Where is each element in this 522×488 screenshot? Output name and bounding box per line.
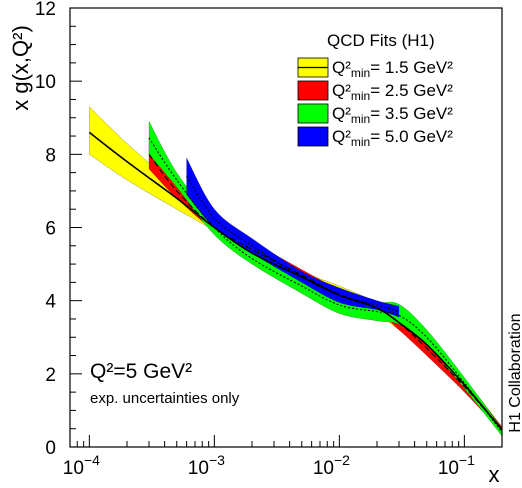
y-axis-ticks: 0 2 4 6 8 10 12 <box>35 0 82 459</box>
legend-swatch <box>297 80 329 101</box>
legend-label: Q²min= 1.5 GeV² <box>332 58 453 80</box>
uncertainty-note: exp. uncertainties only <box>90 390 240 407</box>
central-curves <box>88 131 503 433</box>
central-curve-2 <box>148 153 503 431</box>
legend-swatch <box>297 103 329 124</box>
x-axis-ticks: 10−4 10−3 10−2 10−1 <box>63 435 503 479</box>
y-tick-label: 6 <box>45 219 56 240</box>
y-tick-label: 12 <box>35 0 56 20</box>
x-tick-label: 10−3 <box>188 452 225 479</box>
legend-title: QCD Fits (H1) <box>327 31 435 50</box>
y-tick-label: 4 <box>45 292 56 313</box>
x-tick-label: 10−2 <box>313 452 350 479</box>
x-tick-label: 10−1 <box>438 452 475 479</box>
y-tick-label: 8 <box>45 145 56 166</box>
uncertainty-bands <box>89 106 503 437</box>
x-tick-label: 10−4 <box>63 452 100 479</box>
legend-label: Q²min= 3.5 GeV² <box>332 104 453 126</box>
band-q2min-3p5 <box>148 121 503 437</box>
central-curve-4 <box>186 175 400 313</box>
central-curve-3 <box>148 137 503 433</box>
legend-swatch <box>297 126 329 147</box>
scale-annotation: Q²=5 GeV² <box>90 360 192 383</box>
central-curve-1 <box>88 131 503 431</box>
collaboration-label: H1 Collaboration <box>507 313 522 432</box>
legend-label: Q²min= 5.0 GeV² <box>332 127 453 149</box>
y-tick-label: 2 <box>45 365 56 386</box>
y-tick-label: 10 <box>35 72 56 93</box>
legend-label: Q²min= 2.5 GeV² <box>332 81 453 103</box>
y-axis-title: x g(x,Q²) <box>8 25 33 111</box>
x-axis-title: x <box>489 462 500 487</box>
y-tick-label: 0 <box>45 438 56 459</box>
